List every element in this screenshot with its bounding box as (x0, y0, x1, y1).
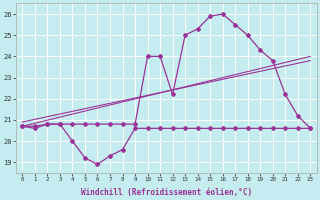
X-axis label: Windchill (Refroidissement éolien,°C): Windchill (Refroidissement éolien,°C) (81, 188, 252, 197)
